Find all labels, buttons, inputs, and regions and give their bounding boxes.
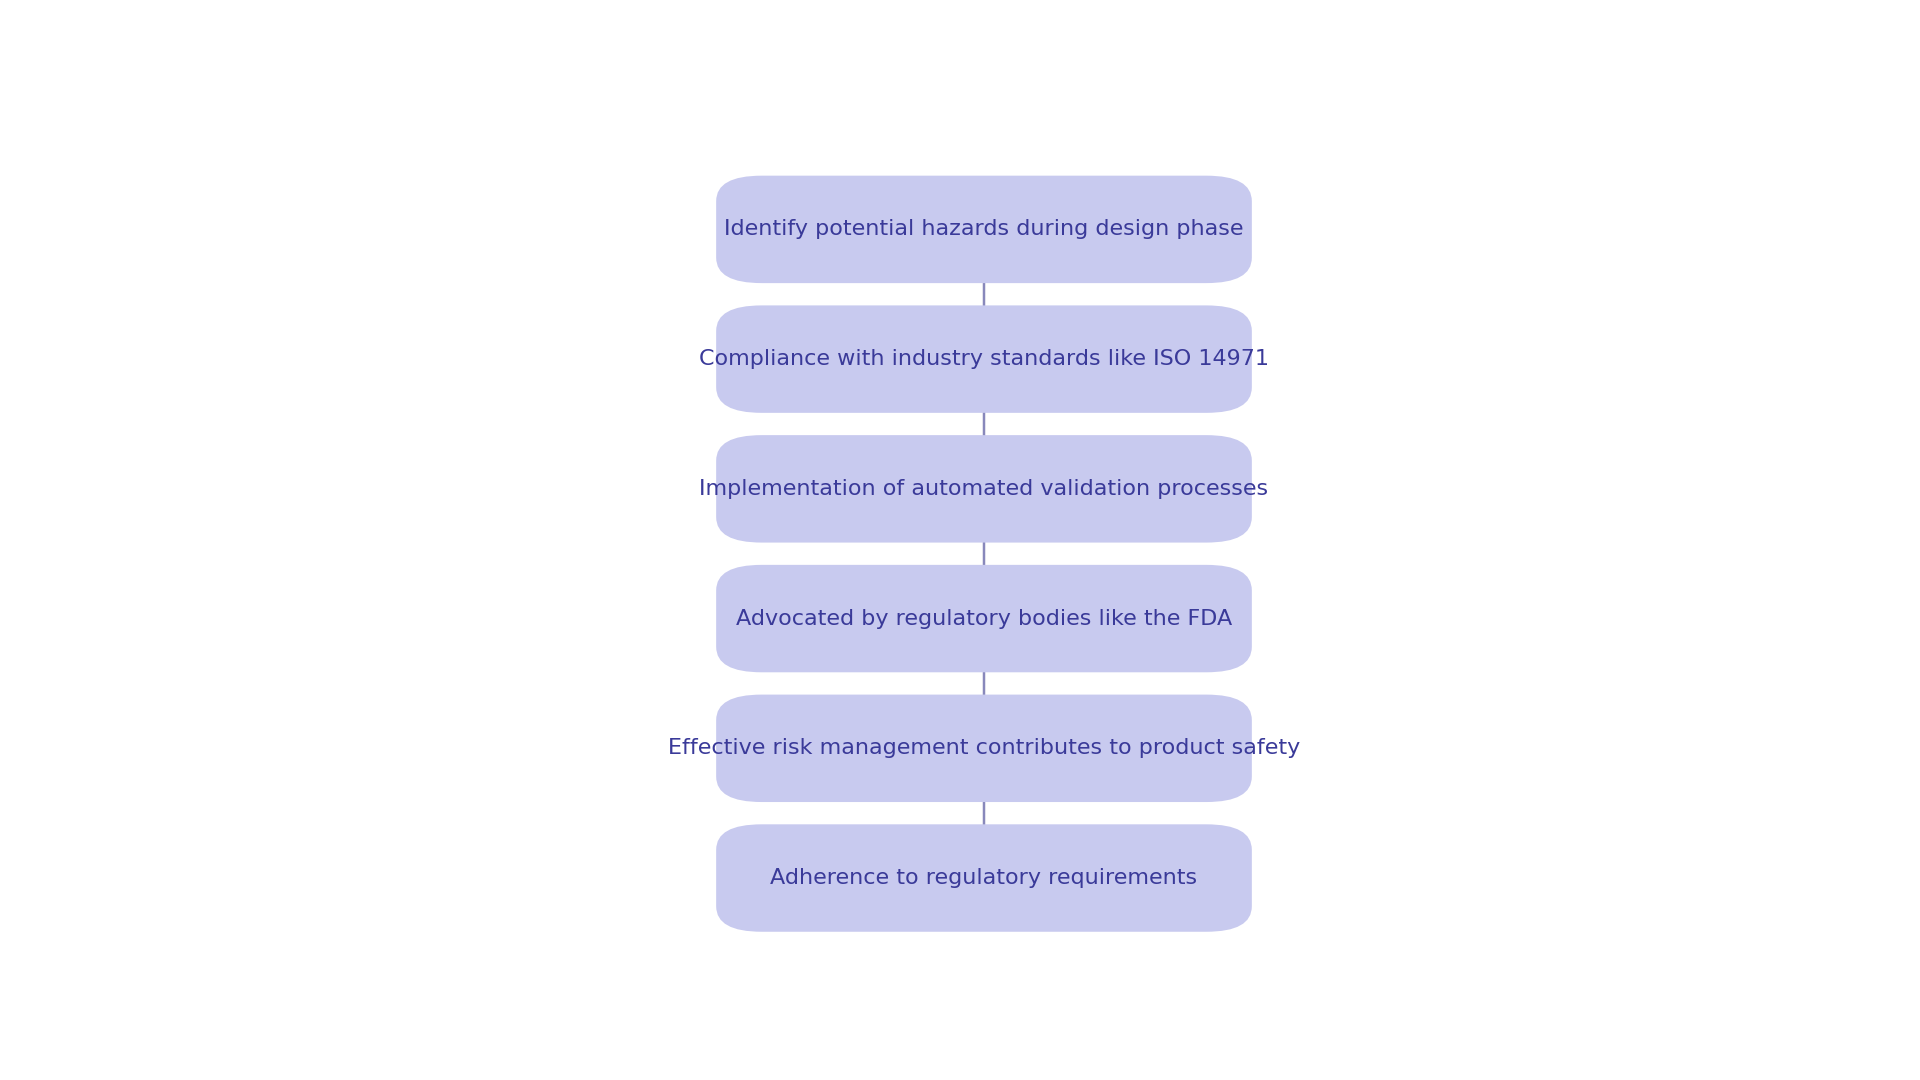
FancyBboxPatch shape	[716, 176, 1252, 283]
FancyBboxPatch shape	[716, 435, 1252, 542]
Text: Advocated by regulatory bodies like the FDA: Advocated by regulatory bodies like the …	[735, 609, 1233, 629]
FancyBboxPatch shape	[716, 565, 1252, 673]
Text: Implementation of automated validation processes: Implementation of automated validation p…	[699, 478, 1269, 499]
FancyBboxPatch shape	[716, 306, 1252, 413]
FancyBboxPatch shape	[716, 824, 1252, 932]
FancyBboxPatch shape	[716, 694, 1252, 802]
Text: Identify potential hazards during design phase: Identify potential hazards during design…	[724, 219, 1244, 240]
Text: Adherence to regulatory requirements: Adherence to regulatory requirements	[770, 868, 1198, 888]
Text: Effective risk management contributes to product safety: Effective risk management contributes to…	[668, 739, 1300, 758]
Text: Compliance with industry standards like ISO 14971: Compliance with industry standards like …	[699, 349, 1269, 369]
